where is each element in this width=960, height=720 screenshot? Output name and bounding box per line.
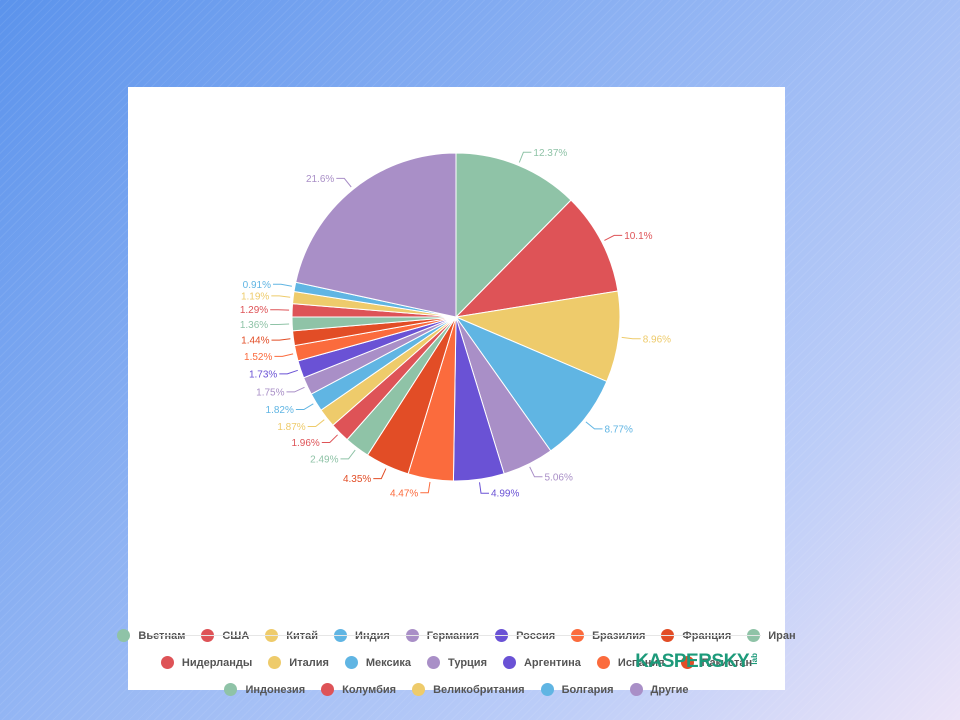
data-label-14: 1.73%	[249, 369, 277, 380]
leader-line-16	[271, 338, 291, 341]
legend-label: Нидерланды	[181, 656, 253, 669]
legend-marker	[268, 656, 282, 669]
leader-line-11	[307, 419, 325, 427]
legend-marker	[224, 683, 238, 696]
legend-marker	[321, 683, 335, 696]
logo-lab-text: lab	[750, 653, 759, 665]
data-label-21: 21.6%	[306, 174, 334, 185]
legend-marker	[412, 683, 426, 696]
legend-label: Мексика	[365, 656, 412, 669]
legend-label: Италия	[289, 656, 329, 669]
data-label-5: 5.06%	[545, 472, 573, 483]
legend-item[interactable]: Великобритания	[412, 683, 525, 696]
data-label-10: 1.96%	[291, 438, 319, 449]
legend-marker	[502, 656, 516, 669]
chart-card: 12.37% 10.1% 8.96% 8.77% 5.06% 4.99% 4.47% 4.35…	[117, 87, 796, 696]
legend-label: Испания	[617, 656, 665, 669]
legend-item[interactable]: Болгария	[540, 683, 614, 696]
pie-slice-3	[454, 290, 621, 383]
leader-line-10	[321, 434, 338, 443]
legend-label: Индонезия	[245, 683, 306, 696]
legend-marker	[629, 683, 643, 696]
legend-item[interactable]: Италия	[268, 656, 329, 669]
data-label-19: 1.19%	[241, 291, 269, 302]
pie-slice-21	[295, 152, 457, 318]
leader-line-8	[373, 468, 387, 480]
data-label-15: 1.52%	[244, 352, 272, 363]
data-label-4: 8.77%	[605, 424, 633, 435]
leader-line-1	[518, 151, 532, 163]
leader-line-19	[271, 295, 291, 298]
divider	[152, 635, 761, 636]
data-label-18: 1.29%	[240, 305, 268, 316]
legend-label: Турция	[448, 656, 487, 669]
data-label-11: 1.87%	[277, 422, 305, 433]
legend-label: Болгария	[561, 683, 614, 696]
legend-marker	[680, 656, 694, 669]
data-label-3: 8.96%	[643, 334, 671, 345]
legend-item[interactable]: Испания	[596, 656, 665, 669]
leader-line-21	[336, 177, 352, 188]
legend-label: Пакистан	[701, 656, 753, 669]
data-label-16: 1.44%	[241, 336, 269, 347]
leader-line-9	[340, 449, 356, 460]
pie-slice-2	[454, 199, 619, 318]
data-label-7: 4.47%	[390, 488, 418, 499]
legend-item[interactable]: Индонезия	[224, 683, 305, 696]
legend-marker	[160, 656, 174, 669]
legend-label: Другие	[650, 683, 689, 696]
legend-marker	[344, 656, 358, 669]
leader-line-3	[621, 336, 641, 340]
leader-line-2	[604, 234, 623, 241]
legend-row: Индонезия Колумбия Великобритания Болгария Д…	[128, 676, 785, 703]
leader-line-14	[279, 369, 298, 375]
legend-marker	[596, 656, 610, 669]
leader-line-7	[420, 481, 431, 494]
legend-item[interactable]: Турция	[427, 656, 487, 669]
leader-line-17	[270, 323, 290, 325]
legend-label: Великобритания	[433, 683, 525, 696]
logo-text: KASPERSKY	[635, 651, 749, 672]
data-label-9: 2.49%	[310, 454, 338, 465]
data-label-20: 0.91%	[243, 280, 271, 291]
legend-marker	[117, 629, 131, 642]
data-label-1: 12.37%	[533, 148, 567, 159]
legend-item[interactable]: Мексика	[344, 656, 412, 669]
legend-item[interactable]: Колумбия	[321, 683, 396, 696]
leader-line-20	[273, 283, 292, 287]
legend-row: Нидерланды Италия Мексика Турция Аргентина Ис…	[128, 649, 785, 676]
legend-marker	[427, 656, 441, 669]
legend-item[interactable]: Нидерланды	[160, 656, 253, 669]
legend-item[interactable]: Другие	[629, 683, 689, 696]
data-label-8: 4.35%	[343, 474, 371, 485]
legend-item[interactable]: Аргентина	[502, 656, 581, 669]
leader-line-12	[295, 403, 314, 410]
leader-line-6	[479, 482, 489, 494]
data-label-12: 1.82%	[266, 405, 294, 416]
legend-label: Аргентина	[523, 656, 581, 669]
legend-label: Колумбия	[342, 683, 397, 696]
leader-line-4	[585, 421, 603, 430]
legend-marker	[540, 683, 554, 696]
pie-slice-4	[454, 315, 608, 452]
pie-chart: 12.37% 10.1% 8.96% 8.77% 5.06% 4.99% 4.47% 4.35…	[240, 148, 671, 500]
legend-label: Иран	[768, 629, 796, 642]
leader-line-15	[274, 353, 294, 357]
data-label-2: 10.1%	[624, 231, 652, 242]
pie-slice-1	[455, 152, 572, 319]
leader-line-5	[529, 466, 543, 478]
leader-line-13	[286, 386, 305, 393]
data-label-6: 4.99%	[491, 489, 519, 500]
data-label-17: 1.36%	[240, 320, 268, 331]
data-label-13: 1.75%	[256, 387, 284, 398]
kaspersky-lab-logo: KASPERSKY lab	[635, 650, 759, 674]
legend-item[interactable]: Пакистан	[680, 656, 753, 669]
